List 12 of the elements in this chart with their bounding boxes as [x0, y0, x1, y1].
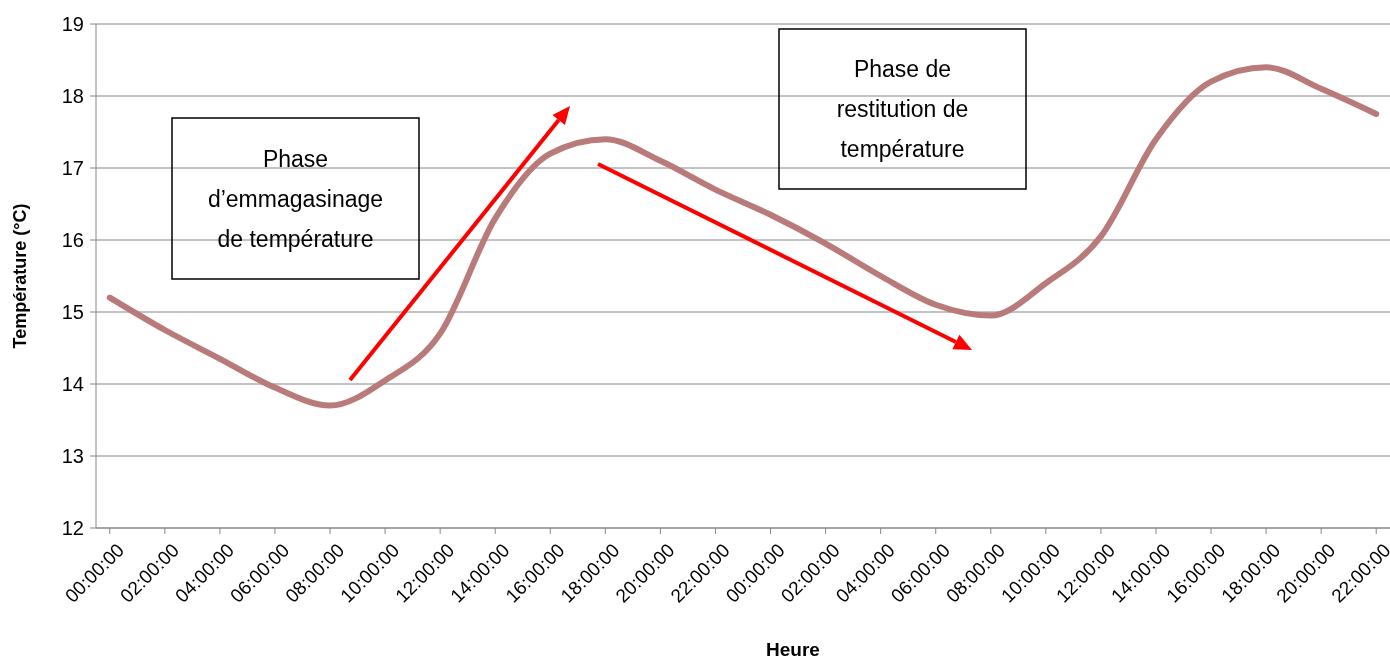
y-tick-label: 15 — [61, 301, 84, 323]
y-tick-label: 16 — [61, 229, 84, 251]
y-tick-label: 14 — [61, 373, 84, 395]
y-tick-label: 19 — [61, 13, 84, 35]
y-tick-label: 17 — [61, 157, 84, 179]
y-tick-label: 18 — [61, 85, 84, 107]
y-tick-label: 12 — [61, 517, 84, 539]
y-axis-title: Température (°C) — [10, 203, 30, 349]
annotation: Phase de restitution de température — [836, 56, 969, 163]
annotation: Phase d’emmagasinage de température — [207, 145, 384, 252]
y-tick-label: 13 — [61, 445, 84, 467]
x-axis-title: Heure — [766, 639, 820, 659]
